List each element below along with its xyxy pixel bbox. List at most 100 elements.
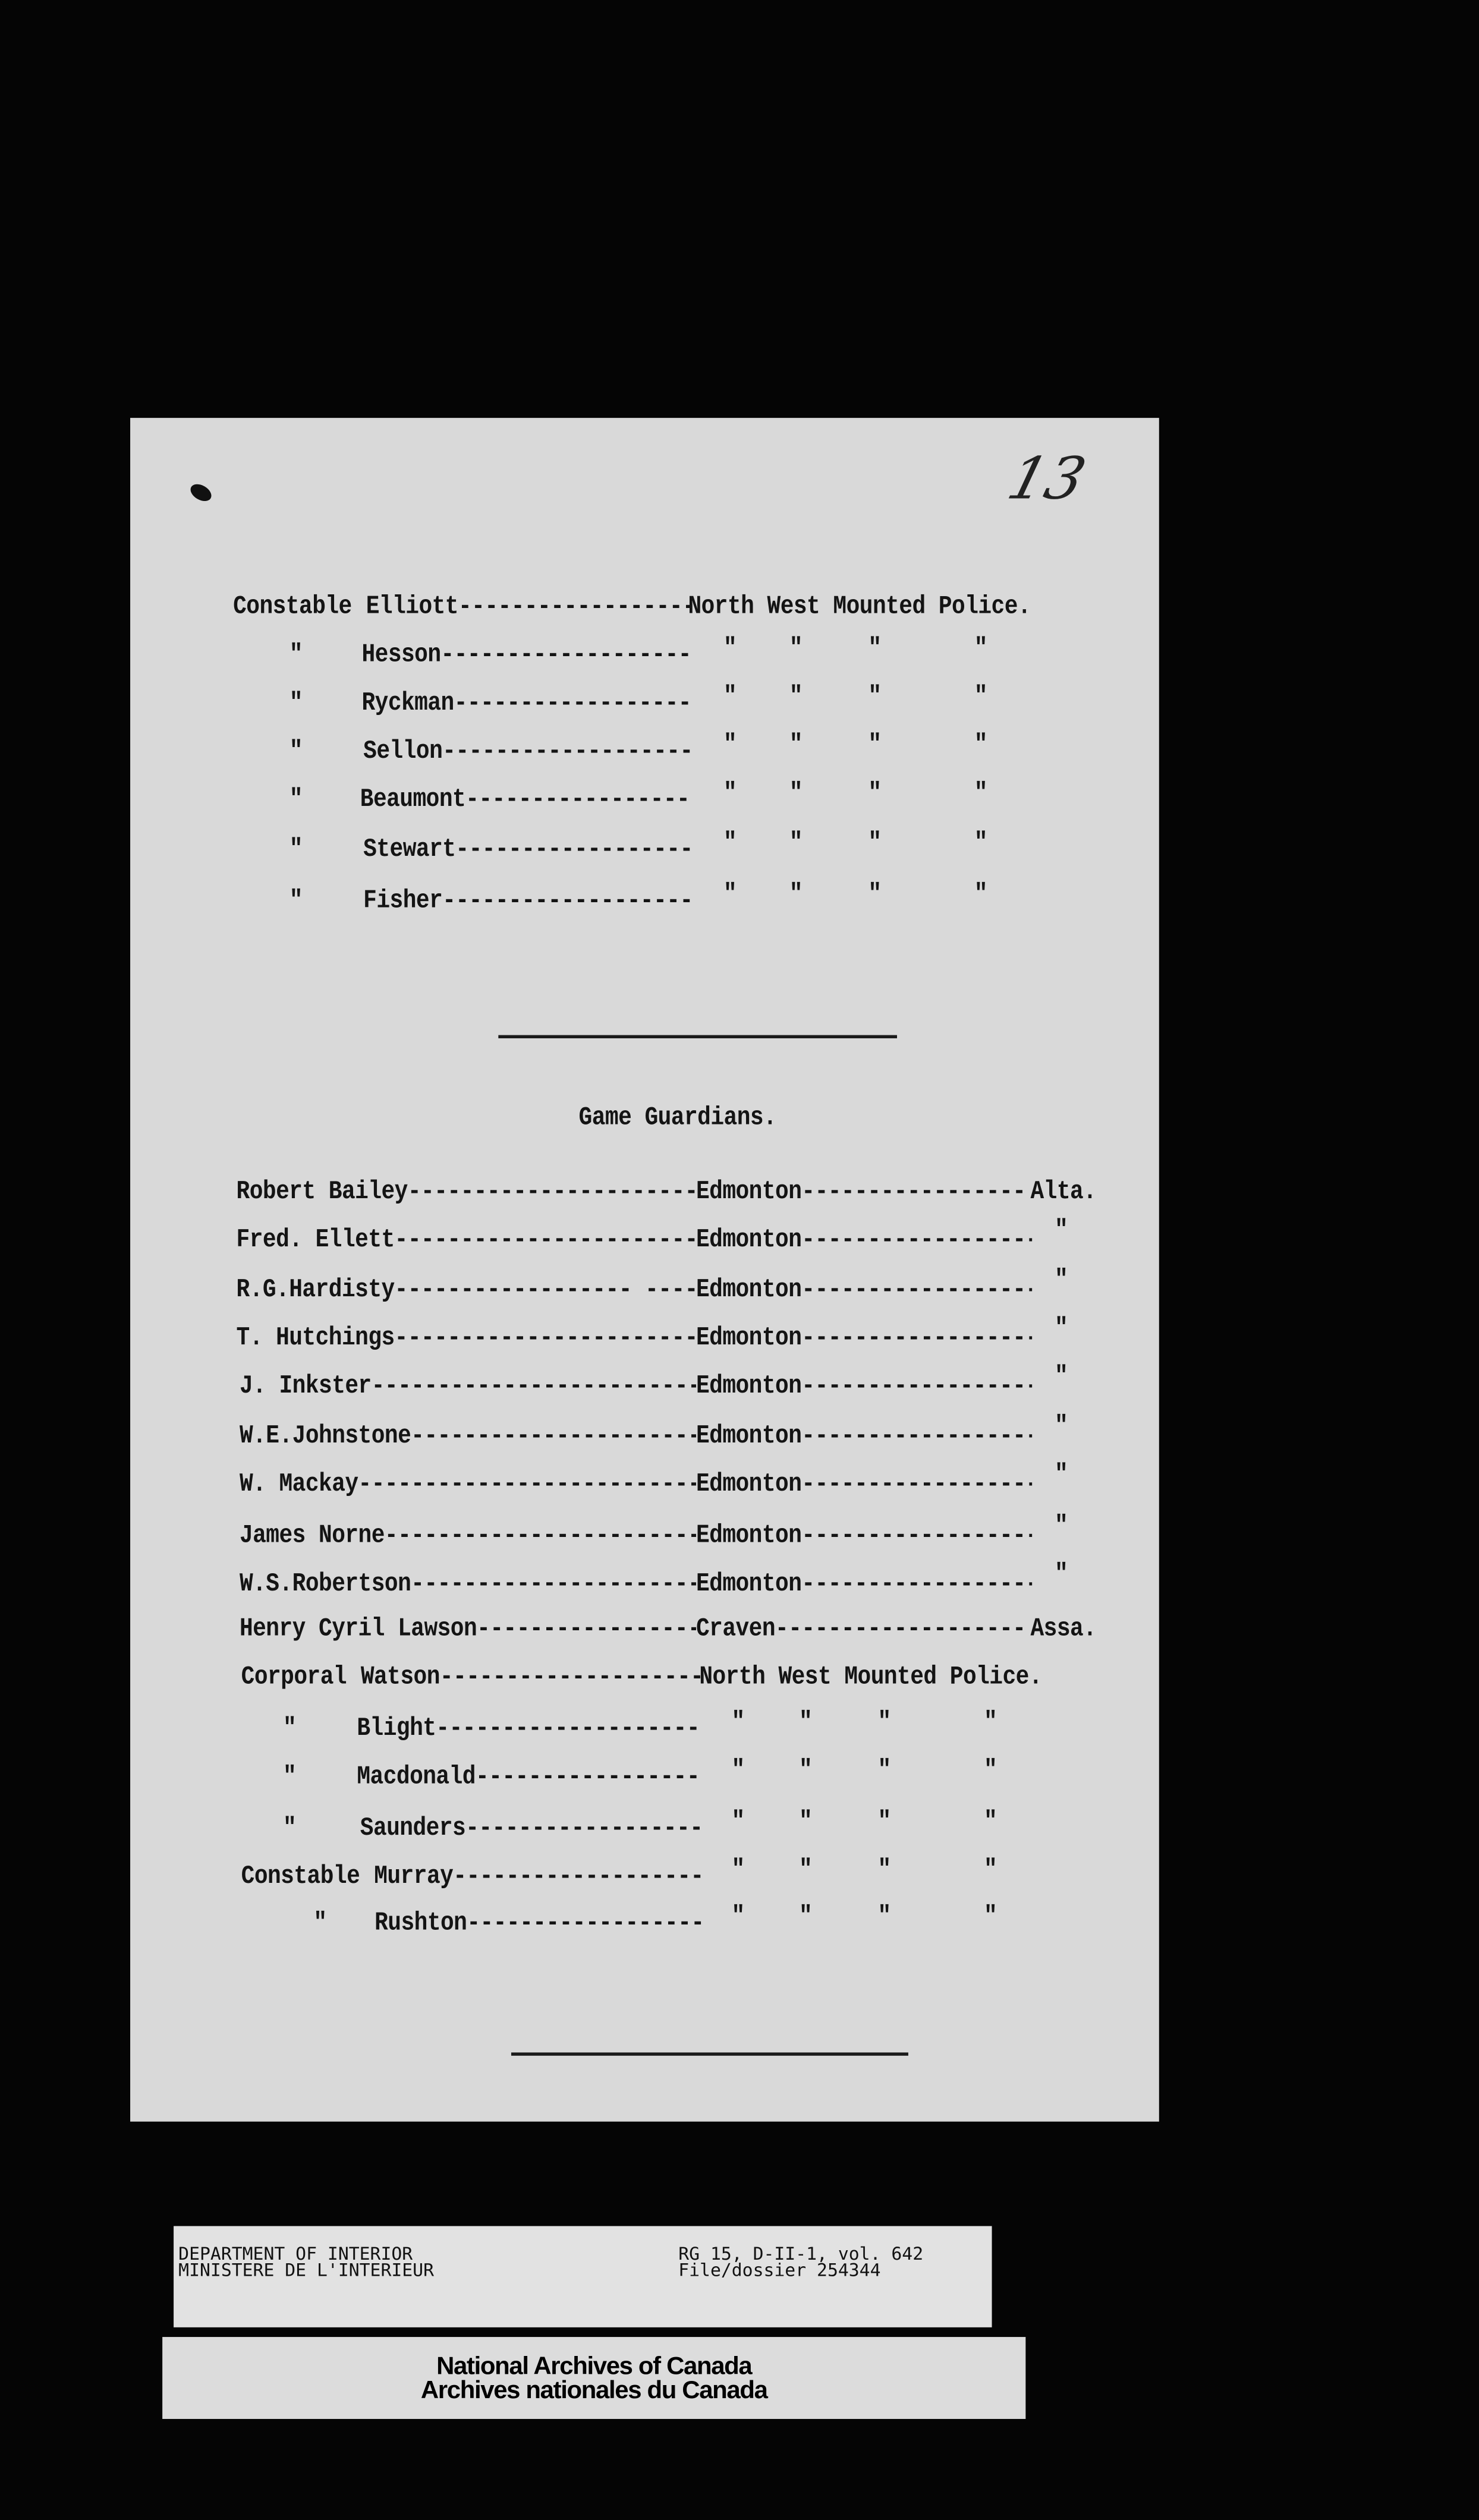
ditto-mark: " — [984, 1756, 997, 1787]
ditto-mark: " — [868, 682, 882, 713]
ditto-mark: " — [289, 689, 303, 719]
dept-en: DEPARTMENT OF INTERIOR — [178, 2244, 413, 2265]
ditto-mark: " — [289, 887, 303, 916]
ditto-mark: " — [984, 1902, 997, 1933]
ditto-mark: " — [974, 634, 987, 664]
ditto-mark: " — [282, 1714, 297, 1744]
ditto-mark: " — [289, 641, 303, 671]
guardian-region: " — [1055, 1362, 1068, 1393]
guardian-location: Edmonton------------------------ — [696, 1522, 1032, 1552]
divider-rule — [498, 1035, 897, 1038]
guardian-name: J. Inkster------------------------------… — [239, 1372, 696, 1402]
guardian-name: Henry Cyril Lawson----------------------… — [239, 1615, 696, 1645]
member-name: Rushton----------------------- — [375, 1909, 703, 1939]
ditto-mark: " — [877, 1756, 891, 1787]
member-name: Sellon------------------------ — [363, 737, 691, 767]
ditto-mark: " — [799, 1856, 813, 1886]
record-reference: RG 15, D-II-1, vol. 642 — [678, 2244, 924, 2265]
ditto-mark: " — [731, 1902, 745, 1933]
guardian-region: " — [1055, 1412, 1068, 1442]
rank-label: Constable — [241, 1862, 360, 1892]
guardian-name: W. Mackay-------------------------------… — [239, 1470, 696, 1500]
ditto-mark: " — [984, 1708, 997, 1738]
ditto-mark: " — [877, 1708, 891, 1738]
ditto-mark: " — [789, 829, 803, 859]
file-number: File/dossier 254344 — [678, 2260, 881, 2281]
archive-reference-label: DEPARTMENT OF INTERIOR MINISTERE DE L'IN… — [174, 2226, 992, 2327]
ditto-mark: " — [723, 682, 737, 713]
ditto-mark: " — [868, 634, 882, 664]
ditto-mark: " — [868, 730, 882, 761]
ditto-mark: " — [723, 829, 737, 859]
member-name: Elliott----------------------- — [366, 593, 691, 623]
ditto-mark: " — [731, 1756, 745, 1787]
ditto-mark: " — [799, 1902, 813, 1933]
ditto-mark: " — [723, 730, 737, 761]
ditto-mark: " — [877, 1807, 891, 1838]
guardian-region: Alta. — [1030, 1177, 1097, 1208]
ditto-mark: " — [289, 785, 303, 815]
ditto-mark: " — [789, 730, 803, 761]
guardian-name: James Norne-----------------------------… — [239, 1522, 696, 1552]
ditto-mark: " — [731, 1708, 745, 1738]
guardian-name: Fred. Ellett----------------------------… — [236, 1226, 696, 1256]
guardian-name: T. Hutchings----------------------------… — [236, 1324, 696, 1354]
member-name: Saunders---------------------- — [360, 1814, 703, 1844]
member-name: Murray------------------------ — [374, 1862, 703, 1892]
ditto-mark: " — [877, 1856, 891, 1886]
ditto-mark: " — [723, 634, 737, 664]
guardian-name: R.G.Hardisty------------------ ---------… — [236, 1275, 696, 1306]
ditto-mark: " — [974, 682, 987, 713]
dept-fr: MINISTERE DE L'INTERIEUR — [178, 2260, 435, 2281]
member-name: Blight------------------------ — [357, 1714, 702, 1744]
guardian-region: " — [1055, 1216, 1068, 1246]
guardian-name: W.S.Robertson---------------------------… — [239, 1570, 696, 1600]
guardian-location: Craven-------------------------- — [696, 1615, 1029, 1645]
force-name: North West Mounted Police. — [699, 1663, 1043, 1693]
ditto-mark: " — [282, 1814, 297, 1844]
ditto-mark: " — [984, 1856, 997, 1886]
ditto-mark: " — [789, 880, 803, 911]
guardian-location: Edmonton------------------------ — [696, 1177, 1029, 1208]
ditto-mark: " — [723, 880, 737, 911]
ditto-mark: " — [731, 1807, 745, 1838]
ditto-mark: " — [868, 880, 882, 911]
guardian-location: Edmonton------------------------ — [696, 1324, 1032, 1354]
ditto-mark: " — [789, 682, 803, 713]
guardian-location: Edmonton------------------------ — [696, 1275, 1032, 1306]
ditto-mark: " — [974, 730, 987, 761]
ditto-mark: " — [799, 1756, 813, 1787]
ditto-mark: " — [723, 779, 737, 809]
ditto-mark: " — [289, 737, 303, 767]
guardian-name: W.E.Johnstone---------------------------… — [239, 1422, 696, 1452]
guardian-region: " — [1055, 1266, 1068, 1296]
ditto-mark: " — [789, 779, 803, 809]
divider-rule — [511, 2052, 908, 2056]
ditto-mark: " — [868, 829, 882, 859]
archive-name-en: National Archives of Canada — [436, 2353, 753, 2381]
guardian-region: " — [1055, 1460, 1068, 1491]
guardian-region: Assa. — [1030, 1615, 1097, 1645]
document-page — [130, 418, 1159, 2122]
ditto-mark: " — [974, 880, 987, 911]
member-name: Stewart----------------------- — [363, 835, 691, 865]
ditto-mark: " — [731, 1856, 745, 1886]
guardian-region: " — [1055, 1560, 1068, 1590]
ditto-mark: " — [789, 634, 803, 664]
guardian-region: " — [1055, 1512, 1068, 1542]
ditto-mark: " — [868, 779, 882, 809]
ditto-mark: " — [974, 829, 987, 859]
ditto-mark: " — [974, 779, 987, 809]
rank-label: Constable — [233, 593, 352, 623]
ditto-mark: " — [313, 1909, 327, 1939]
guardian-region: " — [1055, 1314, 1068, 1344]
member-name: Beaumont---------------------- — [360, 785, 691, 815]
ditto-mark: " — [799, 1708, 813, 1738]
guardian-location: Edmonton------------------------ — [696, 1226, 1032, 1256]
member-name: Macdonald--------------------- — [357, 1763, 702, 1793]
force-name: North West Mounted Police. — [688, 593, 1031, 623]
archive-name-fr: Archives nationales du Canada — [420, 2377, 768, 2405]
guardian-location: Edmonton------------------------ — [696, 1470, 1032, 1500]
archive-stamp: National Archives of Canada Archives nat… — [162, 2337, 1026, 2419]
